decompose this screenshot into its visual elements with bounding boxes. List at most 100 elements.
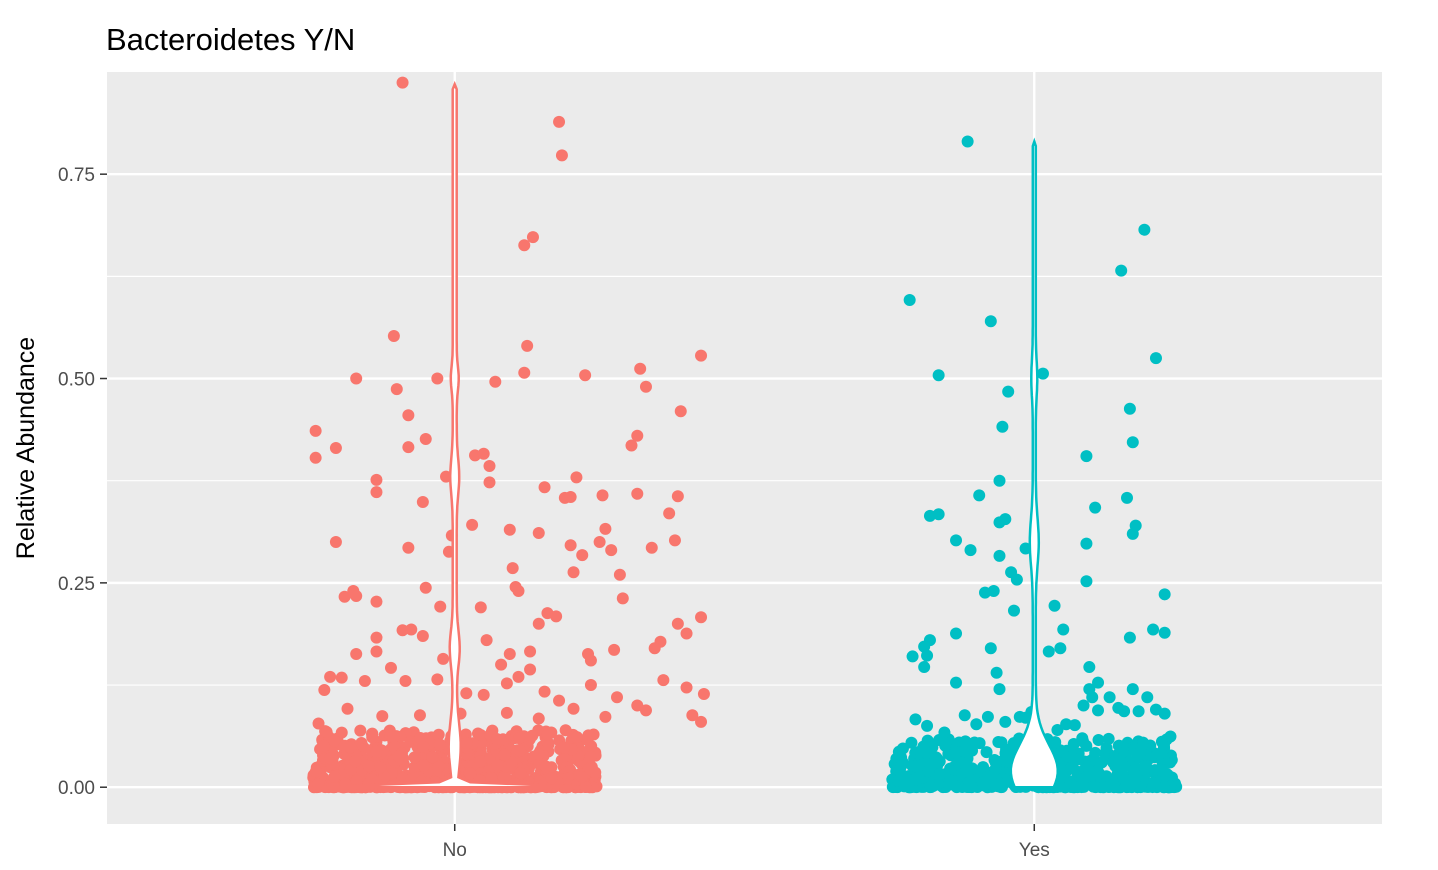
data-point [532, 712, 545, 725]
data-point [1092, 704, 1105, 717]
data-point [500, 677, 513, 690]
data-point [1080, 575, 1093, 588]
data-point [506, 562, 519, 575]
data-point [575, 770, 588, 783]
data-point [350, 372, 363, 385]
data-point [959, 736, 972, 749]
data-point [429, 766, 442, 779]
data-point [431, 372, 444, 385]
series-points-no [307, 76, 710, 794]
data-point [695, 715, 708, 728]
data-point [514, 767, 527, 780]
data-point [1129, 519, 1142, 532]
data-point [634, 362, 647, 375]
data-point [526, 231, 539, 244]
violins [321, 80, 1059, 789]
data-point [521, 339, 534, 352]
data-point [1155, 763, 1168, 776]
data-point [1158, 707, 1171, 720]
data-point [328, 770, 341, 783]
data-point [402, 441, 415, 454]
data-point [964, 544, 977, 557]
data-point [1068, 719, 1081, 732]
data-point [370, 595, 383, 608]
data-point [570, 471, 583, 484]
data-point [384, 661, 397, 674]
data-point [1157, 781, 1170, 794]
data-point [893, 765, 906, 778]
data-point [1068, 781, 1081, 794]
data-point [524, 645, 537, 658]
data-point [324, 752, 337, 765]
data-point [416, 495, 429, 508]
data-point [920, 746, 933, 759]
data-point [490, 732, 503, 745]
data-point [584, 679, 597, 692]
data-point [483, 459, 496, 472]
data-point [958, 745, 971, 758]
data-point [541, 607, 554, 620]
data-point [437, 652, 450, 665]
y-tick-label: 0.25 [58, 574, 95, 595]
data-point [344, 741, 357, 754]
data-point [1089, 501, 1102, 514]
data-point [518, 239, 531, 252]
data-point [944, 764, 957, 777]
data-point [477, 688, 490, 701]
data-point [616, 592, 629, 605]
data-point [909, 760, 922, 773]
data-point [657, 674, 670, 687]
data-point [1049, 736, 1062, 749]
data-point [396, 624, 409, 637]
data-point [579, 369, 592, 382]
data-point [668, 534, 681, 547]
data-point [674, 405, 687, 418]
data-point [402, 541, 415, 554]
data-point [349, 755, 362, 768]
data-point [1138, 223, 1151, 236]
data-point [1118, 705, 1131, 718]
data-point [896, 742, 909, 755]
data-point [362, 759, 375, 772]
data-point [571, 731, 584, 744]
data-point [1007, 604, 1020, 617]
data-point [1080, 739, 1093, 752]
data-point [408, 751, 421, 764]
data-point [431, 673, 444, 686]
data-point [671, 490, 684, 503]
data-point [555, 149, 568, 162]
data-point [927, 756, 940, 769]
data-point [514, 744, 527, 757]
data-point [989, 756, 1002, 769]
data-point [1000, 743, 1013, 756]
data-point [625, 439, 638, 452]
data-points [307, 76, 1183, 794]
data-point [503, 523, 516, 536]
data-point [1056, 764, 1069, 777]
data-point [938, 726, 951, 739]
data-point [1091, 765, 1104, 778]
data-point [541, 728, 554, 741]
data-point [309, 424, 322, 437]
data-point [663, 507, 676, 520]
data-point [1147, 623, 1160, 636]
data-point [973, 489, 986, 502]
data-point [318, 683, 331, 696]
data-point [324, 670, 337, 683]
data-point [906, 650, 919, 663]
data-point [918, 661, 931, 674]
data-point [993, 474, 1006, 487]
data-point [329, 442, 342, 454]
data-point [354, 724, 367, 737]
data-point [545, 772, 558, 785]
data-point [432, 728, 445, 741]
y-axis: 0.00 0.25 0.50 0.75 [58, 165, 107, 799]
data-point [402, 409, 415, 422]
data-point [584, 750, 597, 763]
data-point [984, 642, 997, 655]
data-point [374, 761, 387, 774]
data-point [567, 566, 580, 579]
data-point [631, 699, 644, 712]
data-point [540, 760, 553, 773]
data-point [358, 674, 371, 687]
